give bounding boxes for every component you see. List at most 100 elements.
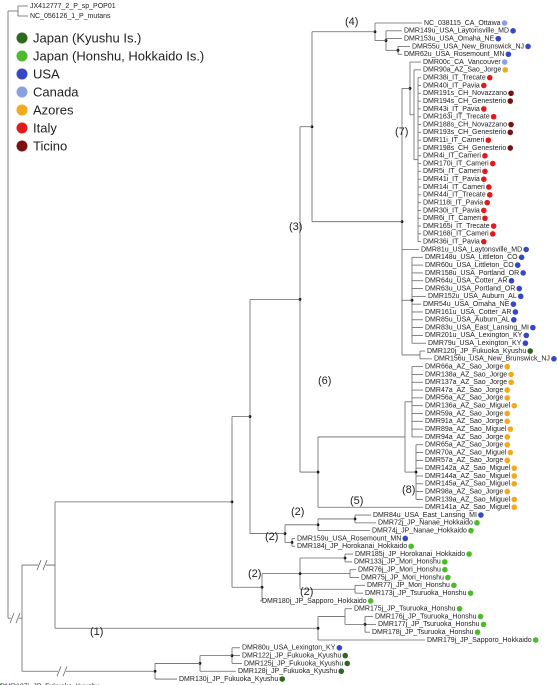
leaf-label: DMR138a_AZ_Sao_Jorge [425, 371, 507, 378]
leaf-label: DMR83u_USA_East_Lansing_MI [425, 324, 529, 331]
leaf-dot [507, 98, 514, 104]
leaf-dot [511, 402, 518, 409]
leaf-label: DMR66a_AZ_Sao_Jorge [425, 363, 503, 370]
leaf-dot [344, 660, 351, 667]
leaf-dot [516, 285, 523, 292]
leaf-label: DMR14i_IT_Cameri [423, 184, 485, 191]
leaf-label: DMR176j_JP_Tsuruoka_Honshu [375, 613, 477, 620]
leaf-dot [522, 340, 529, 347]
leaf-dot [367, 598, 374, 604]
leaf-label: DMR141a_AZ_Sao_Miguel [425, 504, 511, 511]
leaf-dot [489, 160, 496, 167]
clade-label: (8) [402, 484, 415, 496]
leaf-label: DMR170i_IT_Cameri [423, 160, 489, 167]
leaf-label: DMR98a_AZ_Sao_Jorge [425, 488, 503, 495]
leaf-dot [402, 535, 409, 542]
leaf-dot [511, 316, 517, 323]
leaf-dot [504, 418, 511, 425]
leaf-label: DMR127j_JP_Fukuoka_Kyushu [0, 684, 99, 685]
clade-label: (4) [345, 16, 358, 28]
legend-label: Japan (Honshu, Hokkaido Is.) [33, 48, 204, 63]
leaf-label: DMR148u_USA_Littleton_CO [425, 254, 518, 261]
leaf-label: DMR41i_IT_Pavia [423, 176, 480, 183]
leaf-label: DMR201u_USA_Lexington_KY [425, 332, 523, 339]
leaf-dot [482, 215, 488, 222]
leaf-dot [495, 35, 502, 42]
leaf-label: NC_038115_CA_Ottawa [424, 20, 501, 27]
leaf-label: DMR193s_CH_Genesterio [423, 129, 506, 136]
leaf-label: DMR165i_IT_Trecate [423, 223, 490, 230]
leaf-dot [504, 363, 511, 370]
leaf-label: DMR70a_AZ_Sao_Miguel [425, 449, 507, 456]
leaf-label: DMR161u_USA_Cotter_AR [425, 309, 511, 316]
leaf-dot [508, 121, 514, 128]
leaf-dot [504, 410, 511, 417]
clade-label: (3) [289, 221, 302, 233]
leaf-label: DMR43i_IT_Pavia [423, 106, 480, 113]
leaf-label: DMR130j_JP_Fukuoka_Kyushu [179, 676, 278, 683]
clade-label: (5) [350, 495, 363, 507]
clade-label: (2) [291, 506, 304, 518]
leaf-dot [532, 637, 539, 643]
leaf-dot [551, 356, 557, 362]
legend-dot [16, 32, 28, 44]
leaf-label: DMR120j_JP_Fukuoka_Kyushu [427, 348, 526, 355]
leaf-label: DMR185j_JP_Horokanai_Hokkaido [355, 551, 465, 558]
leaf-dot [481, 238, 487, 245]
leaf-label: DMR188s_CH_Novazzano [423, 121, 507, 128]
leaf-label: DMR153u_USA_Omaha_NE [404, 35, 495, 42]
leaf-dot [482, 168, 488, 175]
leaf-dot [490, 223, 497, 229]
legend-dot [16, 122, 28, 134]
break-mark [56, 666, 68, 677]
leaf-dot [477, 613, 484, 620]
leaf-dot [480, 621, 487, 628]
break-gap [38, 562, 46, 569]
leaf-label: DMR11i_IT_Cameri [423, 137, 485, 144]
leaf-dot [520, 270, 526, 276]
leaf-dot [489, 231, 496, 237]
leaf-dot [523, 332, 530, 339]
leaf-label: DMR64u_USA_Cotter_AR [425, 278, 507, 285]
leaf-dot [530, 324, 536, 331]
leaf-dot [525, 43, 531, 50]
leaf-dot [441, 559, 448, 565]
leaf-dot [504, 395, 511, 401]
leaf-dot [504, 387, 511, 393]
leaf-dot [474, 629, 481, 635]
leaf-label: DMR142a_AZ_Sao_Miguel [425, 465, 511, 472]
leaf-dot [511, 496, 518, 503]
break-mark [9, 613, 21, 624]
leaf-label: DMR77j_JP_Mori_Honshu [367, 582, 450, 589]
leaf-dot [474, 520, 480, 526]
leaf-label: DMR191s_CH_Novazzano [423, 90, 507, 97]
leaf-label: DMR00c_CA_Vancouver [423, 59, 501, 66]
leaf-label: DMR81u_USA_Laytonsville_MD [421, 246, 522, 253]
leaf-dot [511, 473, 518, 479]
leaf-label: DMR179j_JP_Sapporo_Hokkaido [427, 637, 532, 644]
leaf-dot [527, 348, 534, 354]
leaf-dot [484, 199, 490, 206]
leaf-label: DMR136a_AZ_Sao_Miguel [425, 403, 511, 410]
leaf-dot [504, 441, 511, 448]
leaf-dot [507, 129, 514, 136]
leaf-label: DMR137a_AZ_Sao_Jorge [425, 379, 507, 386]
leaf-label: DMR36i_IT_Pavia [423, 239, 480, 246]
leaf-label: DMR44i_IT_Trecate [423, 192, 486, 199]
leaf-label: DMR125j_JP_Fukuoka_Kyushu [244, 660, 343, 667]
leaf-label: DMR4i_IT_Cameri [423, 153, 481, 160]
leaf-dot [481, 207, 487, 214]
leaf-label: DMR74j_JP_Nanae_Hokkaido [372, 527, 467, 534]
leaf-label: DMR91a_AZ_Sao_Jorge [425, 418, 503, 425]
leaf-label: DMR198s_CH_Genesterio [423, 145, 506, 152]
clade-label: (7) [395, 126, 408, 138]
leaf-label: DMR178j_JP_Tsuruoka_Honshu [372, 629, 474, 636]
leaf-dot [478, 512, 484, 518]
clade-label: (2) [265, 531, 278, 543]
leaf-dot [508, 277, 515, 284]
leaf-label: DMR159u_USA_Rosemount_MN [297, 535, 401, 542]
leaf-dot [342, 652, 349, 659]
clade-label: (2) [248, 568, 261, 580]
leaf-dot [481, 82, 487, 89]
leaf-label: DMR55u_USA_New_Brunswick_NJ [412, 43, 524, 50]
